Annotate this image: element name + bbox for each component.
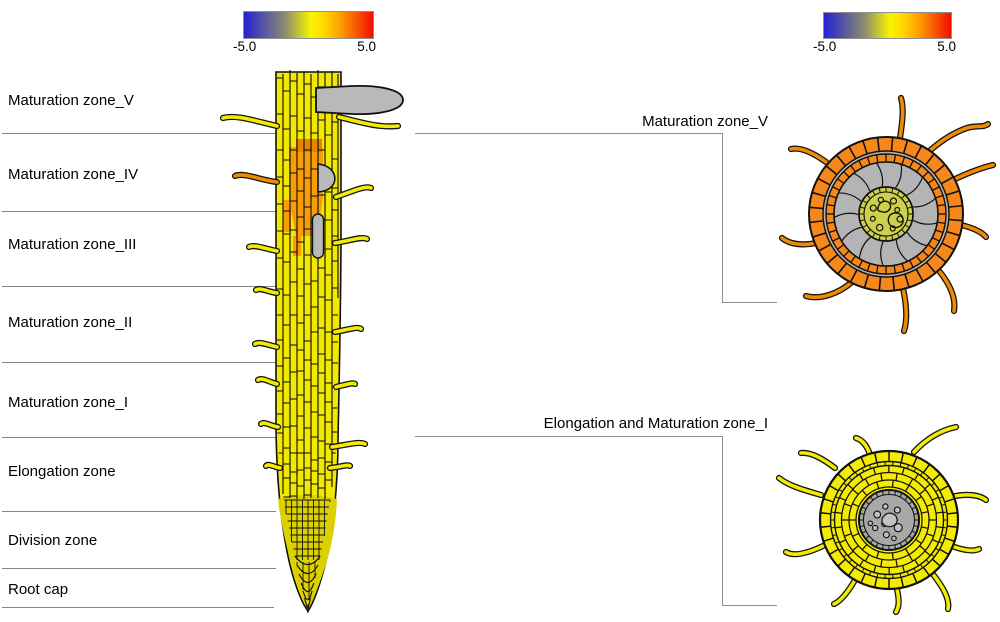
zone-label-elongation: Elongation zone	[8, 463, 116, 480]
root-longitudinal-section	[219, 70, 404, 614]
cross-section-label-elongation-maturation-i: Elongation and Maturation zone_I	[543, 415, 768, 432]
zone-label-root-cap: Root cap	[8, 581, 69, 598]
zone-divider	[2, 286, 278, 287]
color-scale-labels-right: -5.0 5.0	[813, 39, 956, 54]
scale-max-label: 5.0	[357, 39, 376, 54]
color-scale-bar-left	[243, 11, 374, 39]
zone-label-maturation-i: Maturation zone_I	[8, 394, 129, 411]
callout-line	[722, 436, 723, 605]
zone-divider	[2, 437, 276, 438]
zone-divider	[2, 568, 276, 569]
scale-min-label: -5.0	[233, 39, 257, 54]
zone-label-maturation-v: Maturation zone_V	[8, 92, 134, 109]
zone-divider	[2, 211, 278, 212]
callout-line	[722, 133, 723, 302]
callout-line	[722, 605, 777, 606]
scale-min-label: -5.0	[813, 39, 837, 54]
zone-label-maturation-iv: Maturation zone_IV	[8, 166, 139, 183]
color-scale-bar-right	[823, 12, 952, 39]
zone-label-maturation-iii: Maturation zone_III	[8, 236, 137, 253]
zone-divider	[2, 607, 274, 608]
zone-divider	[2, 511, 276, 512]
zone-divider	[2, 133, 278, 134]
callout-line	[415, 133, 722, 134]
callout-line	[415, 436, 722, 437]
cross-section-elongation-maturation-i	[775, 423, 990, 616]
zone-divider	[2, 362, 276, 363]
cross-section-label-maturation-v: Maturation zone_V	[642, 113, 768, 130]
cross-section-maturation-v	[778, 94, 997, 335]
zone-label-division: Division zone	[8, 532, 98, 549]
scale-max-label: 5.0	[937, 39, 956, 54]
color-scale-labels-left: -5.0 5.0	[233, 39, 376, 54]
zone-label-maturation-ii: Maturation zone_II	[8, 314, 133, 331]
callout-line	[722, 302, 777, 303]
